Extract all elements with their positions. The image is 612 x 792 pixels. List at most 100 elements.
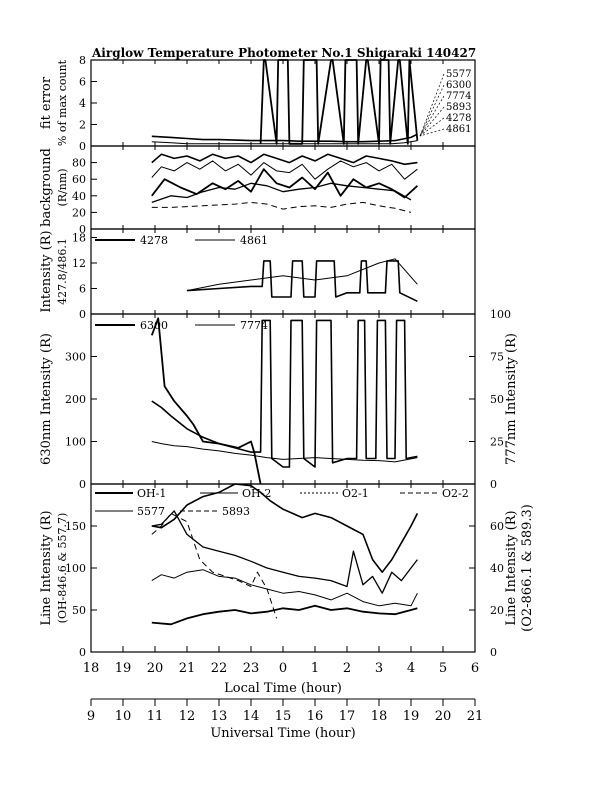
legend-leader: [419, 117, 445, 137]
series-line: [151, 319, 418, 468]
series-line: [186, 258, 418, 292]
axis-ticks: [90, 59, 476, 706]
universal-time-tick-label: 13: [211, 709, 228, 724]
local-time-tick-label: 19: [115, 661, 132, 676]
series-line: [151, 182, 412, 204]
legend-label: 4278: [140, 234, 168, 247]
legend-label: OH-2: [242, 487, 271, 500]
local-time-tick-label: 21: [179, 661, 196, 676]
local-time-tick-label: 4: [407, 661, 415, 676]
universal-time-tick-label: 9: [87, 709, 95, 724]
series-line: [151, 160, 418, 180]
legend-label: 5577: [137, 505, 165, 518]
y-tick-label: 20: [72, 206, 86, 219]
universal-time-tick-label: 17: [339, 709, 356, 724]
series-line: [186, 260, 418, 303]
series-line: [151, 483, 419, 574]
universal-time-tick-label: 10: [115, 709, 132, 724]
series-line: [151, 153, 418, 166]
universal-time-tick-label: 11: [147, 709, 164, 724]
y-tick-label: 150: [65, 520, 86, 533]
axis-labels: 18 19 20 21 22 23 0 1 2 3 4 5 69 10 11 12 13 14 15 16 17 18 19…: [39, 54, 535, 724]
y-axis-label: background: [39, 148, 54, 227]
series-line: [151, 510, 418, 594]
legend-label: 5893: [222, 505, 250, 518]
intensity-6300-7774-panel: [90, 313, 476, 485]
y-tick-label: 2: [79, 119, 86, 132]
y-tick-label: 200: [65, 393, 86, 406]
y-right-tick-label: 50: [490, 393, 504, 406]
y-axis-sublabel: 427.8/486.1: [56, 238, 69, 305]
y-right-tick-label: 20: [490, 604, 504, 617]
y-right-tick-label: 25: [490, 436, 504, 449]
y-tick-label: 0: [79, 140, 86, 153]
legend-label: 4861: [446, 124, 471, 135]
series-line: [151, 133, 418, 143]
y-tick-label: 80: [72, 157, 86, 170]
y-right-tick-label: 0: [490, 478, 497, 491]
y-axis-sublabel: % of max count: [56, 59, 69, 146]
local-time-tick-label: 3: [375, 661, 383, 676]
legend-label: 5577: [446, 69, 471, 80]
y-tick-label: 100: [65, 436, 86, 449]
universal-time-tick-label: 20: [435, 709, 452, 724]
y-tick-label: 4: [79, 97, 86, 110]
series-line: [151, 140, 418, 145]
legend-label: 4278: [446, 113, 471, 124]
series-line: [151, 168, 419, 199]
legend-label: O2-2: [442, 487, 469, 500]
y-tick-label: 8: [79, 54, 86, 67]
y-axis-label: fit error: [39, 76, 54, 129]
universal-time-tick-label: 19: [403, 709, 420, 724]
universal-time-axis-label: Universal Time (hour): [210, 726, 355, 741]
universal-time-tick-label: 12: [179, 709, 196, 724]
y-right-tick-label: 100: [490, 308, 511, 321]
y-tick-label: 50: [72, 604, 86, 617]
y-tick-label: 18: [72, 232, 86, 245]
y-axis-right-label: Line Intensity (R): [504, 510, 519, 625]
y-tick-label: 6: [79, 283, 86, 296]
series-line: [150, 317, 262, 485]
y-tick-label: 12: [72, 257, 86, 270]
legend-label: 6300: [446, 80, 471, 91]
legend-label: OH-1: [137, 487, 166, 500]
y-axis-sublabel: (R/nm): [56, 168, 69, 206]
y-right-tick-label: 75: [490, 351, 504, 364]
legend-label: O2-1: [342, 487, 369, 500]
y-tick-label: 40: [72, 190, 86, 203]
universal-time-tick-label: 15: [275, 709, 292, 724]
local-time-tick-label: 0: [279, 661, 287, 676]
series-line: [259, 59, 419, 145]
legend-label: 6300: [140, 319, 168, 332]
chart-title: Airglow Temperature Photometer No.1 Shig…: [91, 46, 476, 60]
series-line: [151, 569, 418, 607]
y-right-tick-label: 0: [490, 646, 497, 659]
universal-time-tick-label: 21: [467, 709, 484, 724]
y-tick-label: 60: [72, 173, 86, 186]
y-tick-label: 0: [79, 223, 86, 236]
series-line: [151, 604, 418, 626]
y-tick-label: 0: [79, 478, 86, 491]
local-time-tick-label: 23: [243, 661, 260, 676]
series-line: [151, 441, 418, 463]
y-axis-right-sublabel: (O2-866.1 & 589.3): [520, 504, 535, 632]
local-time-tick-label: 5: [439, 661, 447, 676]
y-tick-label: 300: [65, 351, 86, 364]
legend-leader: [419, 128, 445, 137]
local-time-axis-label: Local Time (hour): [224, 681, 342, 696]
y-tick-label: 6: [79, 76, 86, 89]
y-tick-label: 0: [79, 646, 86, 659]
y-axis-label: 630nm Intensity (R): [39, 333, 54, 465]
local-time-tick-label: 18: [83, 661, 100, 676]
y-tick-label: 100: [65, 562, 86, 575]
universal-time-tick-label: 18: [371, 709, 388, 724]
legend-label: 4861: [240, 234, 268, 247]
y-axis-label: Line Intensity (R): [39, 510, 54, 625]
legend-label: 5893: [446, 102, 471, 113]
series-line: [151, 201, 412, 213]
y-right-tick-label: 60: [490, 520, 504, 533]
background-panel: [90, 145, 476, 230]
universal-time-tick-label: 14: [243, 709, 260, 724]
legend-label: 7774: [446, 91, 471, 102]
